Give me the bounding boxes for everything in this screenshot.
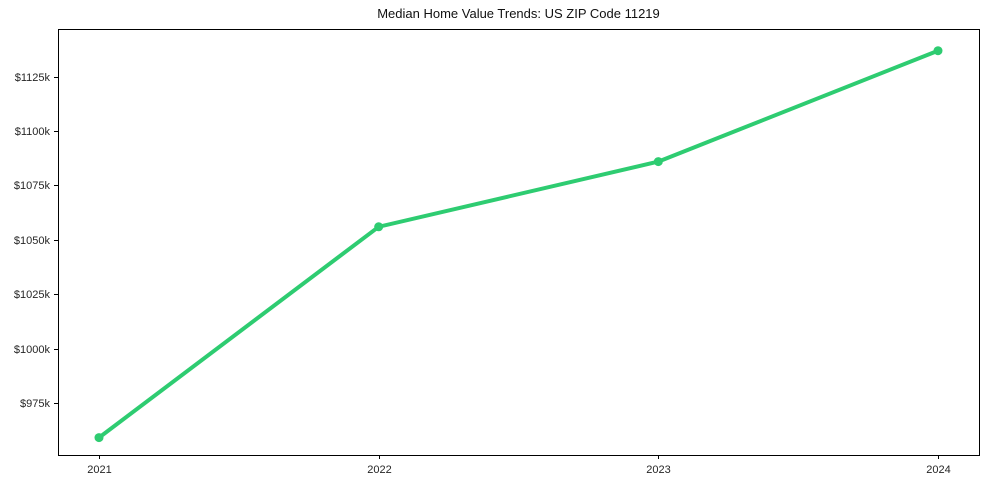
data-point-marker [933,46,943,56]
data-point-marker [374,222,384,232]
y-tick-label: $975k [20,398,50,410]
x-tick-label: 2023 [646,464,670,476]
y-tick-label: $1125k [15,72,51,84]
y-tick-label: $1075k [14,180,51,192]
data-point-marker [94,433,104,443]
y-tick-label: $1100k [15,126,51,138]
y-tick-label: $1050k [14,235,51,247]
data-point-marker [653,157,663,167]
trend-line [97,48,940,440]
y-tick-label: $1000k [14,344,51,356]
x-tick-label: 2021 [87,464,111,476]
plot-border [58,29,980,456]
chart-title: Median Home Value Trends: US ZIP Code 11… [377,6,660,21]
x-tick-label: 2022 [367,464,391,476]
y-tick-label: $1025k [14,289,51,301]
x-tick-label: 2024 [926,464,950,476]
